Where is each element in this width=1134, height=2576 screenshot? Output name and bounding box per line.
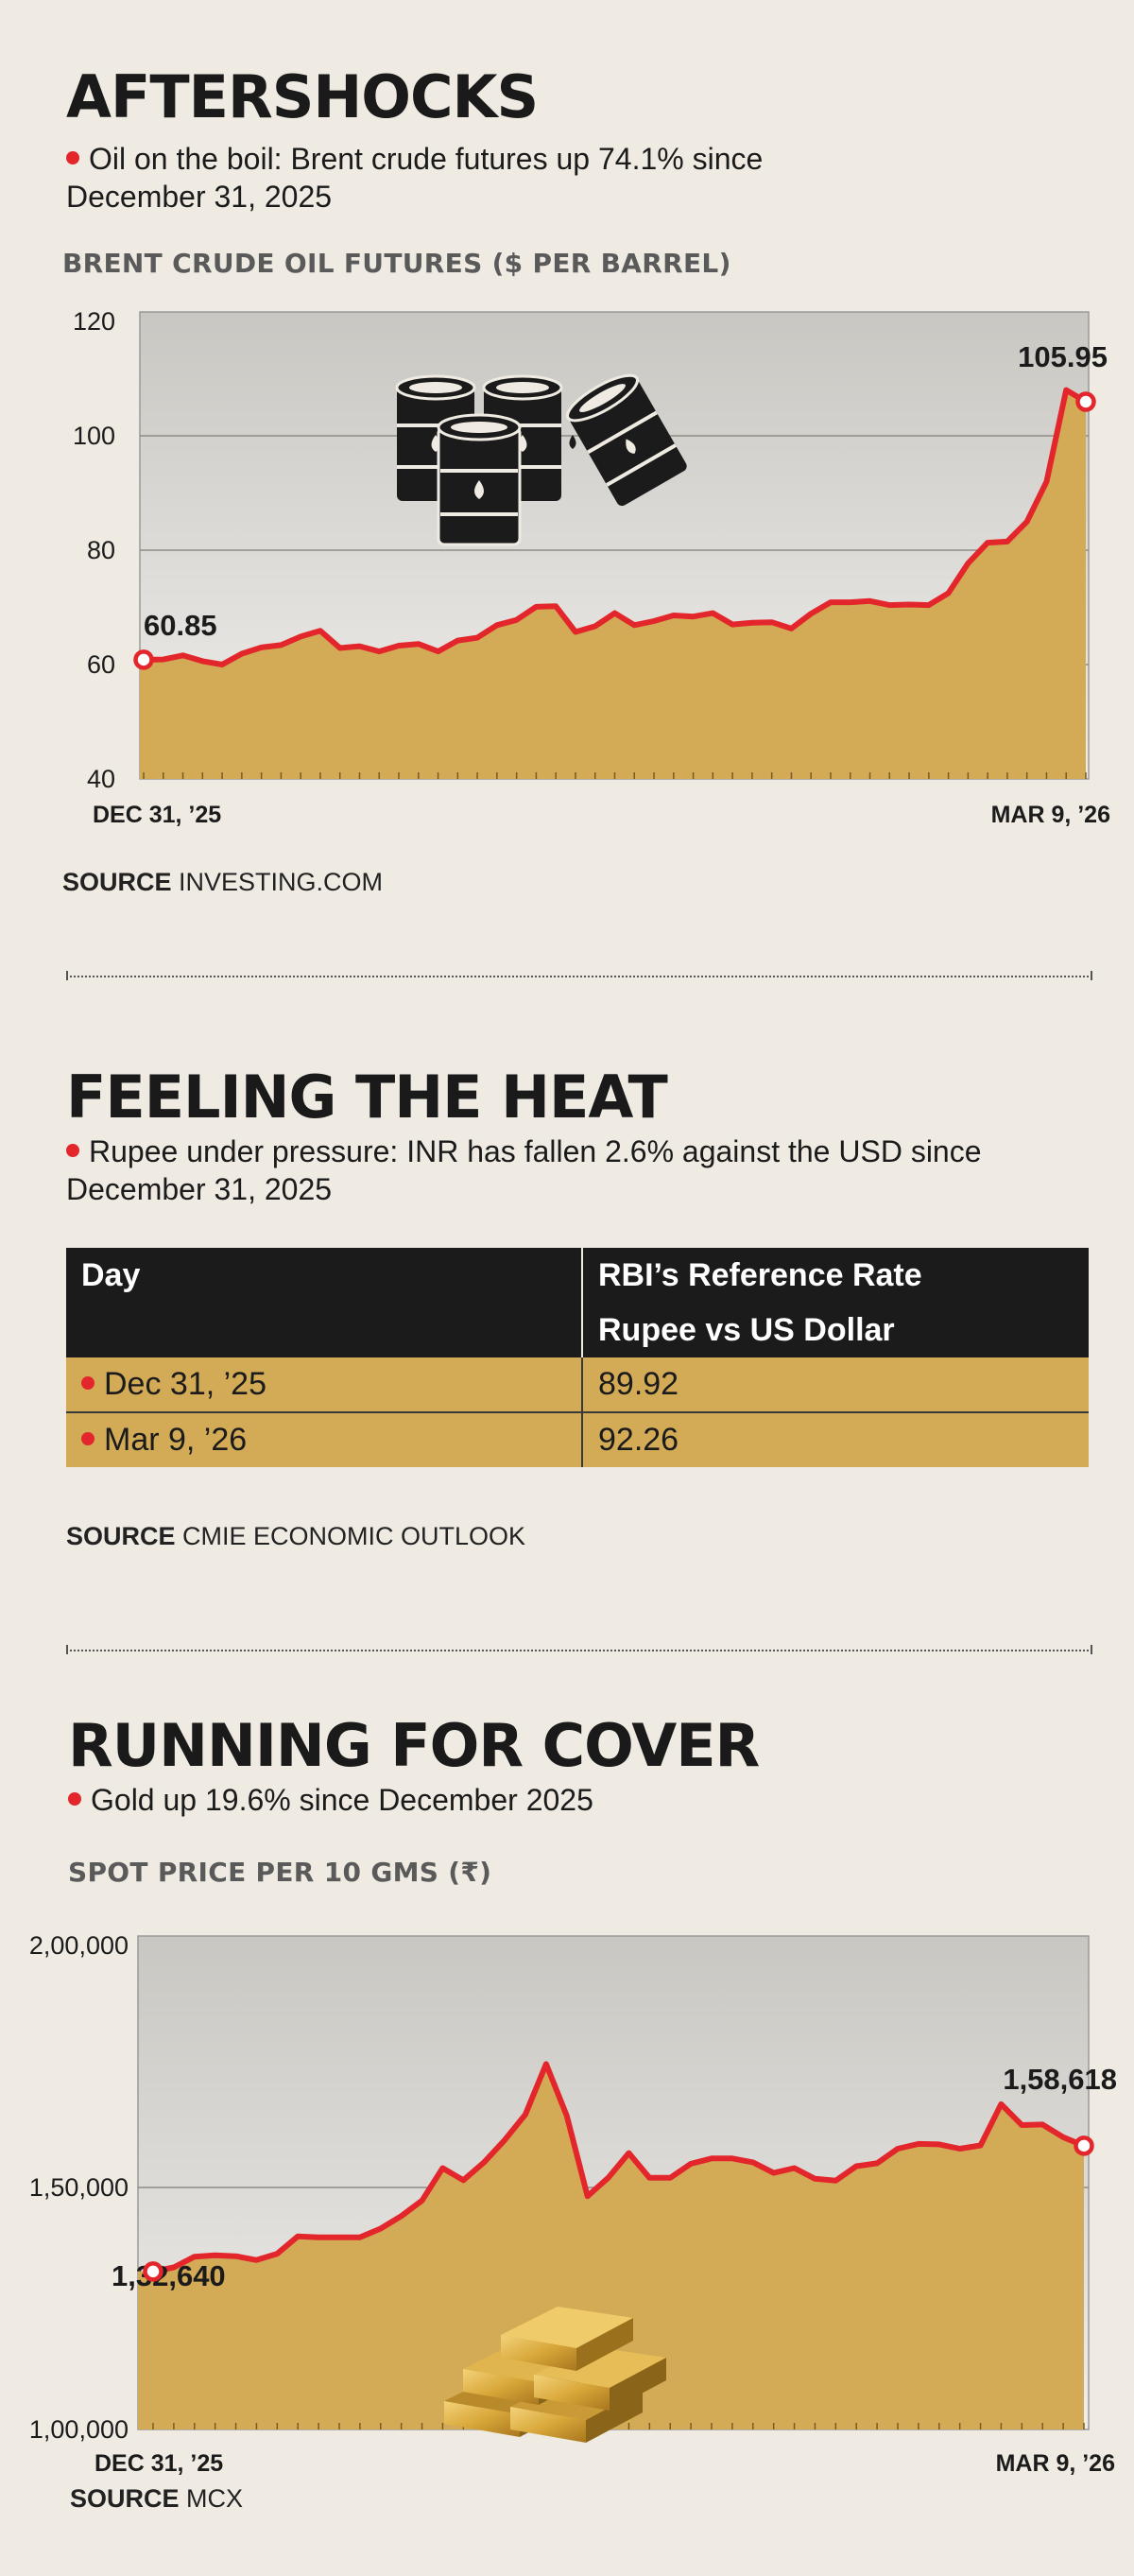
source-line: SOURCE MCX <box>70 2484 243 2514</box>
end-value-label: 105.95 <box>1018 340 1108 373</box>
source-label: SOURCE <box>70 2484 180 2513</box>
header-rate: RBI’s Reference Rate <box>582 1248 1089 1303</box>
y-tick-label: 100 <box>73 422 115 450</box>
endpoint-marker <box>1074 2135 1094 2156</box>
bullet-dot-icon <box>81 1432 94 1445</box>
y-tick-label: 1,00,000 <box>29 2415 129 2444</box>
section-title: AFTERSHOCKS <box>66 62 539 131</box>
section-divider <box>66 971 1092 980</box>
gold-price-chart: 2,00,000 1,50,000 1,00,000 1,32,640 1,58,6… <box>29 1931 1117 2477</box>
subtitle-line2: December 31, 2025 <box>66 1172 333 1206</box>
source-line: SOURCE CMIE ECONOMIC OUTLOOK <box>66 1522 525 1551</box>
source-text: MCX <box>186 2484 244 2513</box>
series-line <box>143 387 1088 667</box>
section-title: FEELING THE HEAT <box>66 1063 668 1132</box>
x-end-label: MAR 9, ’26 <box>996 2450 1115 2477</box>
y-tick-label: 1,50,000 <box>29 2173 129 2202</box>
bullet-dot-icon <box>68 1792 81 1806</box>
table-subheader-row: Rupee vs US Dollar <box>66 1303 1089 1357</box>
row-rate: 89.92 <box>582 1357 1089 1412</box>
section-subtitle: Rupee under pressure: INR has fallen 2.6… <box>66 1132 1106 1208</box>
section-aftershocks: AFTERSHOCKS <box>66 62 539 131</box>
table-header-row: Day RBI’s Reference Rate <box>66 1248 1089 1303</box>
section-divider <box>66 1645 1092 1654</box>
gold-bars-icon <box>444 2307 666 2443</box>
source-line: SOURCE INVESTING.COM <box>62 868 383 897</box>
row-day: Dec 31, ’25 <box>66 1357 583 1412</box>
source-label: SOURCE <box>66 1522 176 1550</box>
row-rate: 92.26 <box>582 1411 1089 1467</box>
chart-title: BRENT CRUDE OIL FUTURES ($ PER BARREL) <box>62 248 731 279</box>
x-start-label: DEC 31, ’25 <box>93 802 221 828</box>
rbi-reference-rate-table: Day RBI’s Reference Rate Rupee vs US Dol… <box>66 1248 1089 1467</box>
row-day-text: Mar 9, ’26 <box>104 1422 248 1458</box>
source-text: INVESTING.COM <box>179 868 384 896</box>
brent-crude-chart: 120 100 80 60 40 <box>73 307 1110 828</box>
y-tick-label: 2,00,000 <box>29 1931 129 1960</box>
area-fill <box>138 2064 1089 2429</box>
subtitle-line1: Oil on the boil: Brent crude futures up … <box>89 142 764 176</box>
chart-title: SPOT PRICE PER 10 GMS (₹) <box>68 1857 492 1888</box>
section-subtitle: Gold up 19.6% since December 2025 <box>68 1781 1108 1819</box>
start-value-label: 60.85 <box>144 609 217 642</box>
end-value-label: 1,58,618 <box>1003 2063 1117 2096</box>
subheader-rate: Rupee vs US Dollar <box>582 1303 1089 1357</box>
table-row: Mar 9, ’26 92.26 <box>66 1411 1089 1467</box>
subtitle-line2: December 31, 2025 <box>66 180 333 214</box>
subheader-blank <box>66 1303 583 1357</box>
y-tick-label: 80 <box>87 536 115 564</box>
y-tick-label: 120 <box>73 307 115 336</box>
section-title: RUNNING FOR COVER <box>68 1711 760 1780</box>
bullet-dot-icon <box>66 1144 79 1157</box>
row-day-text: Dec 31, ’25 <box>104 1366 266 1402</box>
source-label: SOURCE <box>62 868 172 896</box>
series-line <box>152 2061 1086 2274</box>
oil-barrels-icon <box>395 373 687 546</box>
section-running-for-cover: RUNNING FOR COVER <box>68 1711 760 1780</box>
bullet-dot-icon <box>66 151 79 164</box>
subtitle-line1: Gold up 19.6% since December 2025 <box>91 1783 593 1817</box>
section-feeling-the-heat: FEELING THE HEAT <box>66 1063 668 1132</box>
endpoint-marker <box>143 2261 163 2282</box>
bullet-dot-icon <box>81 1376 94 1390</box>
source-text: CMIE ECONOMIC OUTLOOK <box>182 1522 526 1550</box>
subtitle-line1: Rupee under pressure: INR has fallen 2.6… <box>89 1134 982 1168</box>
header-day: Day <box>66 1248 583 1303</box>
row-day: Mar 9, ’26 <box>66 1411 583 1467</box>
section-subtitle: Oil on the boil: Brent crude futures up … <box>66 140 1106 216</box>
start-value-label: 1,32,640 <box>112 2259 226 2292</box>
y-tick-label: 40 <box>87 765 115 793</box>
y-tick-label: 60 <box>87 650 115 679</box>
table-row: Dec 31, ’25 89.92 <box>66 1357 1089 1412</box>
x-end-label: MAR 9, ’26 <box>991 802 1110 828</box>
area-fill <box>140 389 1089 779</box>
x-start-label: DEC 31, ’25 <box>94 2450 223 2477</box>
endpoint-marker <box>133 649 154 670</box>
endpoint-marker <box>1075 391 1096 412</box>
